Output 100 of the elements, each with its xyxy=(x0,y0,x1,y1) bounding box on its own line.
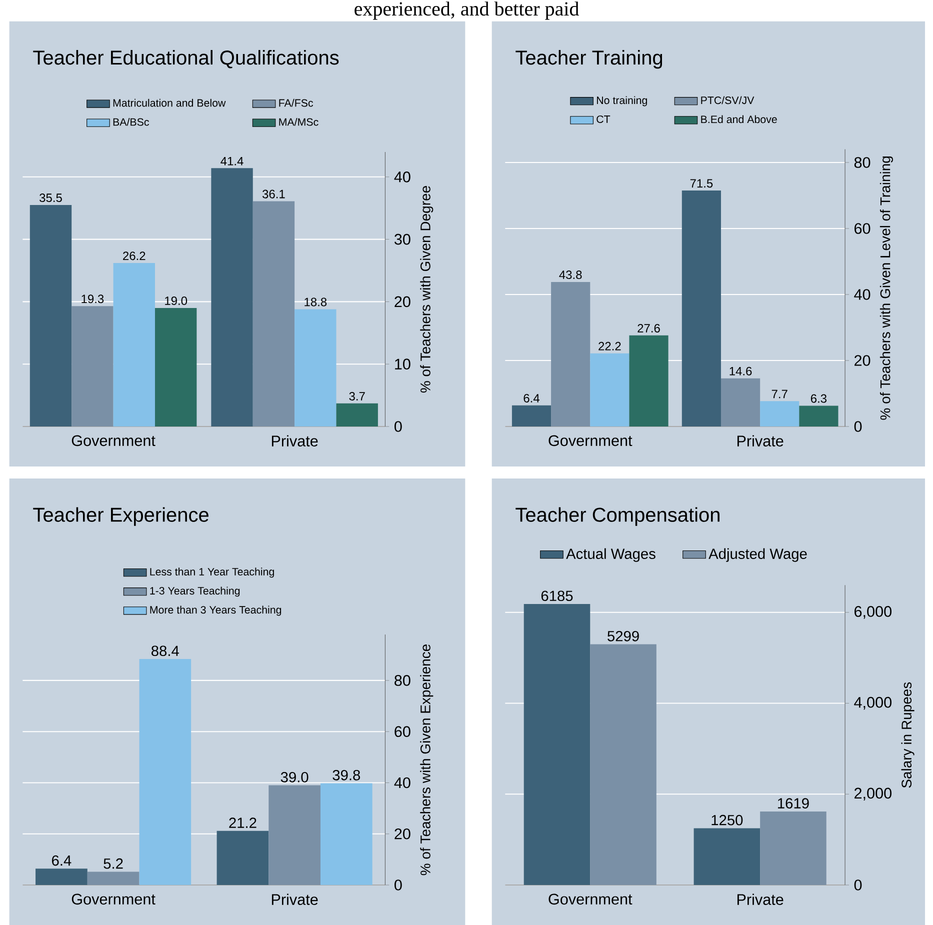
bar xyxy=(268,785,320,886)
x-tick-label: Private xyxy=(272,435,318,446)
data-label: 1619 xyxy=(778,798,809,809)
x-tick-label: Private xyxy=(737,435,784,446)
data-label: 36.1 xyxy=(262,190,285,198)
text: experienced, and better paid xyxy=(354,2,579,20)
y-tick-label: 60 xyxy=(854,223,870,234)
legend-label: Actual Wages xyxy=(566,548,656,562)
y-tick-label: 80 xyxy=(854,157,870,168)
y-tick-label: 20 xyxy=(394,296,410,308)
legend-label: BA/BSc xyxy=(113,118,149,126)
x-tick-label: Government xyxy=(72,435,156,446)
bar xyxy=(252,201,295,427)
data-label: 43.8 xyxy=(559,270,582,280)
data-label: 88.4 xyxy=(152,646,179,656)
data-label: 5.2 xyxy=(104,858,123,869)
data-label: 41.4 xyxy=(220,156,244,166)
y-axis-title: % of Teachers with Given Degree xyxy=(420,186,434,393)
data-label: 6.4 xyxy=(52,855,72,866)
bar xyxy=(524,604,590,886)
data-label: 35.5 xyxy=(40,194,62,202)
data-label: 22.2 xyxy=(598,342,621,350)
y-tick-label: 0 xyxy=(854,421,862,432)
legend-label: Less than 1 Year Teaching xyxy=(150,568,274,578)
legend-label: 1-3 Years Teaching xyxy=(150,586,240,597)
data-label: 3.7 xyxy=(349,392,365,400)
bar xyxy=(294,309,336,427)
bar xyxy=(512,405,552,427)
bar xyxy=(216,830,269,886)
data-label: 39.8 xyxy=(332,770,360,780)
data-label: 14.6 xyxy=(730,366,752,376)
y-tick-label: 80 xyxy=(394,675,410,686)
y-tick-label: 30 xyxy=(394,234,410,245)
bar xyxy=(211,168,253,427)
bar xyxy=(87,872,140,886)
data-label: 19.0 xyxy=(165,296,188,306)
data-label: 21.2 xyxy=(229,818,256,828)
data-label: 39.0 xyxy=(280,772,308,782)
data-label: 6.4 xyxy=(524,394,540,402)
x-tick-label: Government xyxy=(548,435,632,446)
bar xyxy=(336,403,378,427)
y-tick-label: 60 xyxy=(394,726,410,738)
legend-label: No training xyxy=(597,96,647,106)
chart-title: Teacher Educational Qualifications xyxy=(33,50,339,68)
bar xyxy=(629,335,668,427)
data-label: 1250 xyxy=(712,814,743,826)
data-label: 5299 xyxy=(608,630,639,642)
bar xyxy=(36,868,88,886)
bar xyxy=(551,282,590,427)
legend-label: More than 3 Years Teaching xyxy=(150,606,282,616)
bar xyxy=(760,811,826,886)
y-tick-label: 0 xyxy=(394,880,402,890)
y-tick-label: 2,000 xyxy=(854,788,892,800)
data-label: 7.7 xyxy=(772,390,788,398)
bar xyxy=(799,406,838,427)
x-tick-label: Government xyxy=(548,894,632,905)
data-label: 6.3 xyxy=(810,394,827,403)
legend-label: CT xyxy=(596,115,610,123)
bar xyxy=(720,378,760,427)
x-tick-label: Private xyxy=(272,894,318,905)
bar xyxy=(590,353,630,427)
bar xyxy=(30,204,72,427)
legend-label: PTC/SV/JV xyxy=(701,96,754,104)
data-label: 6185 xyxy=(541,590,573,602)
legend-label: B.Ed and Above xyxy=(701,115,777,124)
y-axis-title: Salary in Rupees xyxy=(901,682,914,788)
y-tick-label: 0 xyxy=(854,880,862,890)
data-label: 27.6 xyxy=(638,324,660,332)
bar xyxy=(72,306,114,427)
data-label: 26.2 xyxy=(123,252,146,260)
y-tick-label: 20 xyxy=(854,355,870,366)
bar xyxy=(113,263,155,427)
chart-title: Teacher Training xyxy=(516,50,662,69)
legend-label: FA/FSc xyxy=(279,98,314,107)
x-tick-label: Government xyxy=(72,894,156,905)
y-axis-title: % of Teachers with Given Level of Training xyxy=(880,156,893,420)
y-tick-label: 4,000 xyxy=(854,696,892,710)
y-axis-title: % of Teachers with Given Experience xyxy=(420,644,434,876)
bar xyxy=(139,658,192,886)
y-tick-label: 40 xyxy=(854,289,870,300)
y-tick-label: 20 xyxy=(394,828,410,840)
bar xyxy=(154,308,197,427)
y-tick-label: 0 xyxy=(394,421,402,432)
chart-title: Teacher Experience xyxy=(33,507,208,526)
y-tick-label: 40 xyxy=(394,777,410,788)
bar xyxy=(694,828,760,886)
data-label: 18.8 xyxy=(304,298,327,306)
legend-label: Matriculation and Below xyxy=(113,98,226,107)
y-tick-label: 40 xyxy=(394,171,410,182)
bar xyxy=(590,644,656,886)
data-label: 19.3 xyxy=(82,294,104,304)
bar xyxy=(760,401,800,427)
y-tick-label: 10 xyxy=(395,358,410,370)
legend-label: MA/MSc xyxy=(279,118,318,126)
data-label: 71.5 xyxy=(690,179,713,188)
bar xyxy=(682,190,721,427)
bar xyxy=(320,783,372,886)
y-tick-label: 6,000 xyxy=(854,606,892,619)
x-tick-label: Private xyxy=(737,894,784,905)
chart-title: Teacher Compensation xyxy=(516,507,720,526)
